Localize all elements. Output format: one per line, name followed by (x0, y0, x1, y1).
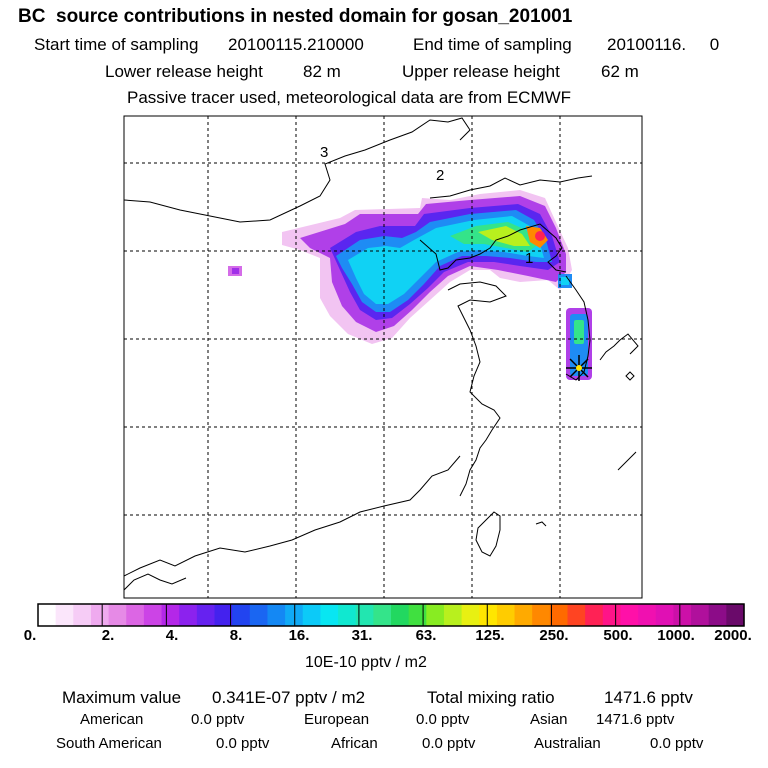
colorbar-label-4: 4. (165, 627, 179, 644)
map-frame (123, 115, 643, 599)
grid-label-1: 1 (525, 250, 533, 267)
tracer-note: Passive tracer used, meteorological data… (127, 88, 572, 107)
lower-height-value: 82 m (303, 62, 341, 81)
european-value: 0.0 pptv (416, 711, 470, 728)
asian-label: Asian (530, 711, 568, 728)
south-american-label: South American (56, 735, 162, 752)
colorbar-swatch (461, 604, 480, 626)
colorbar-label-250: 250. (539, 627, 569, 644)
colorbar-swatch (408, 604, 427, 626)
colorbar-units: 10E-10 pptv / m2 (305, 654, 427, 671)
colorbar-label-1000: 1000. (657, 627, 695, 644)
american-value: 0.0 pptv (191, 711, 245, 728)
colorbar-swatch (355, 604, 374, 626)
colorbar-label-2000: 2000. (714, 627, 752, 644)
colorbar-swatch (479, 604, 498, 626)
max-value: 0.341E-07 pptv / m2 (212, 688, 366, 707)
lat-lon-grid (124, 116, 642, 598)
start-time-label: Start time of sampling (34, 35, 199, 54)
colorbar-swatch (249, 604, 269, 626)
colorbar-swatch (320, 604, 339, 626)
plume-yellowgreen (478, 226, 530, 246)
end-time-label: End time of sampling (413, 35, 572, 54)
colorbar-swatch (638, 604, 657, 626)
colorbar-label-8: 8. (229, 627, 243, 644)
plume-west-spot-core (232, 268, 239, 274)
colorbar-label-500: 500. (603, 627, 633, 644)
colorbar-swatch (585, 604, 604, 626)
total-mixing-value: 1471.6 pptv (604, 688, 693, 707)
colorbar-swatch (338, 604, 357, 626)
colorbar-swatch (691, 604, 710, 626)
grid-label-3: 3 (320, 144, 328, 161)
colorbar-swatch (179, 604, 198, 626)
colorbar-label-63: 63. (415, 627, 437, 644)
colorbar-swatch (373, 604, 392, 626)
colorbar-swatch (549, 604, 569, 626)
colorbar-swatch (55, 604, 74, 626)
end-time-value: 20100116. 0 (607, 35, 720, 54)
colorbar-label-16: 16. (288, 627, 310, 644)
coastlines (123, 117, 639, 591)
australian-label: Australian (534, 735, 601, 752)
colorbar-swatch (108, 604, 127, 626)
plume-hotspot-core (535, 231, 545, 241)
colorbar-label-125: 125. (475, 627, 505, 644)
asian-value: 1471.6 pptv (596, 711, 675, 728)
colorbar-swatch (143, 604, 163, 626)
colorbar-label-0: 0. (23, 627, 37, 644)
plume-korea-core (574, 320, 584, 344)
grid-label-2: 2 (436, 167, 444, 184)
colorbar-swatch (673, 604, 692, 626)
colorbar-swatch (126, 604, 145, 626)
colorbar-swatch (496, 604, 516, 626)
african-value: 0.0 pptv (422, 735, 476, 752)
map-panel: 3 2 1 (123, 115, 643, 599)
colorbar-swatches (38, 604, 745, 626)
upper-height-value: 62 m (601, 62, 639, 81)
colorbar-frame (37, 603, 745, 627)
european-label: European (304, 711, 370, 728)
colorbar-swatch (38, 604, 57, 626)
colorbar-swatch (73, 604, 92, 626)
colorbar-swatch (302, 604, 321, 626)
colorbar-ticks (101, 604, 681, 626)
upper-height-label: Upper release height (402, 62, 560, 81)
colorbar-swatch (196, 604, 216, 626)
colorbar-swatch (267, 604, 286, 626)
colorbar-swatch (232, 604, 251, 626)
colorbar-label-2: 2. (101, 627, 115, 644)
colorbar-swatch (90, 604, 110, 626)
colorbar-swatch (161, 604, 180, 626)
colorbar-swatch (285, 604, 304, 626)
max-value-label: Maximum value (62, 688, 182, 707)
colorbar-swatch (602, 604, 622, 626)
page-title: BC source contributions in nested domain… (18, 6, 573, 27)
colorbar-label-31: 31. (351, 627, 373, 644)
american-label: American (80, 711, 144, 728)
colorbar-swatch (655, 604, 674, 626)
colorbar-swatch (443, 604, 463, 626)
total-mixing-label: Total mixing ratio (427, 688, 555, 707)
colorbar (37, 603, 745, 627)
colorbar-swatch (214, 604, 233, 626)
colorbar-swatch (391, 604, 410, 626)
colorbar-swatch (514, 604, 533, 626)
lower-height-label: Lower release height (105, 62, 263, 81)
colorbar-swatch (726, 604, 745, 626)
concentration-field (228, 190, 592, 380)
south-american-value: 0.0 pptv (216, 735, 270, 752)
colorbar-swatch (426, 604, 445, 626)
start-time-value: 20100115.210000 (228, 35, 364, 54)
colorbar-swatch (620, 604, 639, 626)
african-label: African (331, 735, 378, 752)
receptor-star-icon (566, 355, 592, 381)
colorbar-swatch (567, 604, 586, 626)
plume-korea-spot-core (561, 277, 569, 285)
australian-value: 0.0 pptv (650, 735, 704, 752)
colorbar-swatch (532, 604, 551, 626)
colorbar-swatch (708, 604, 727, 626)
